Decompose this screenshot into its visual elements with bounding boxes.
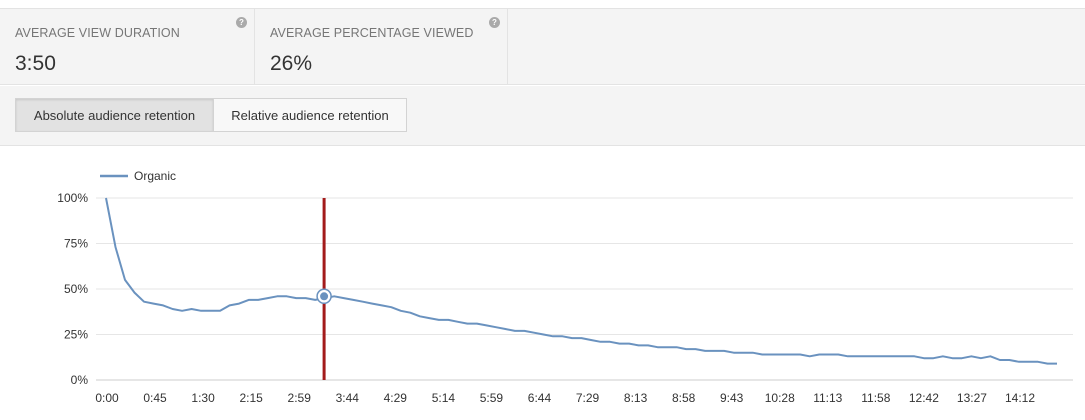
legend-label-organic: Organic — [134, 169, 176, 183]
retention-chart[interactable]: 100% 75% 50% 25% 0% 0:00 0:45 1:30 2:15 2:59 3:44 4… — [0, 147, 1085, 420]
marker-point — [320, 292, 329, 301]
x-tick-label: 6:44 — [528, 391, 552, 405]
x-tick-label: 8:13 — [624, 391, 648, 405]
y-tick-label: 25% — [64, 328, 88, 342]
x-tick-label: 0:45 — [143, 391, 167, 405]
x-tick-label: 7:29 — [576, 391, 600, 405]
help-icon[interactable]: ? — [489, 17, 500, 28]
x-tick-label: 14:12 — [1005, 391, 1035, 405]
relative-retention-button[interactable]: Relative audience retention — [213, 98, 407, 132]
x-tick-label: 2:59 — [288, 391, 312, 405]
metrics-panel: AVERAGE VIEW DURATION 3:50 ? AVERAGE PER… — [0, 8, 1085, 85]
y-tick-label: 100% — [57, 191, 88, 205]
avg-percentage-viewed-value: 26% — [270, 52, 313, 75]
x-tick-label: 12:42 — [909, 391, 939, 405]
x-tick-label: 0:00 — [95, 391, 119, 405]
x-tick-label: 11:13 — [813, 391, 842, 405]
retention-toggle-bar: Absolute audience retention Relative aud… — [0, 86, 1085, 146]
avg-percentage-viewed-card[interactable]: AVERAGE PERCENTAGE VIEWED 26% ? — [255, 9, 508, 85]
avg-view-duration-label: AVERAGE VIEW DURATION — [15, 26, 180, 40]
x-tick-label: 5:14 — [432, 391, 456, 405]
x-tick-label: 2:15 — [239, 391, 263, 405]
y-tick-label: 50% — [64, 282, 88, 296]
x-tick-label: 9:43 — [720, 391, 744, 405]
series-line-organic — [105, 197, 1057, 365]
avg-percentage-viewed-label: AVERAGE PERCENTAGE VIEWED — [270, 26, 474, 40]
help-icon[interactable]: ? — [236, 17, 247, 28]
avg-view-duration-card[interactable]: AVERAGE VIEW DURATION 3:50 ? — [0, 9, 255, 85]
x-tick-label: 8:58 — [672, 391, 696, 405]
absolute-retention-button[interactable]: Absolute audience retention — [15, 98, 214, 132]
y-tick-label: 0% — [71, 373, 89, 387]
x-tick-label: 10:28 — [765, 391, 795, 405]
x-tick-label: 1:30 — [191, 391, 215, 405]
x-tick-label: 11:58 — [861, 391, 890, 405]
retention-chart-svg[interactable]: 100% 75% 50% 25% 0% 0:00 0:45 1:30 2:15 2:59 3:44 4… — [0, 147, 1085, 420]
x-tick-label: 13:27 — [957, 391, 987, 405]
x-tick-label: 3:44 — [336, 391, 360, 405]
x-tick-label: 4:29 — [384, 391, 408, 405]
y-tick-label: 75% — [64, 237, 88, 251]
avg-view-duration-value: 3:50 — [15, 52, 56, 75]
x-tick-label: 5:59 — [480, 391, 504, 405]
